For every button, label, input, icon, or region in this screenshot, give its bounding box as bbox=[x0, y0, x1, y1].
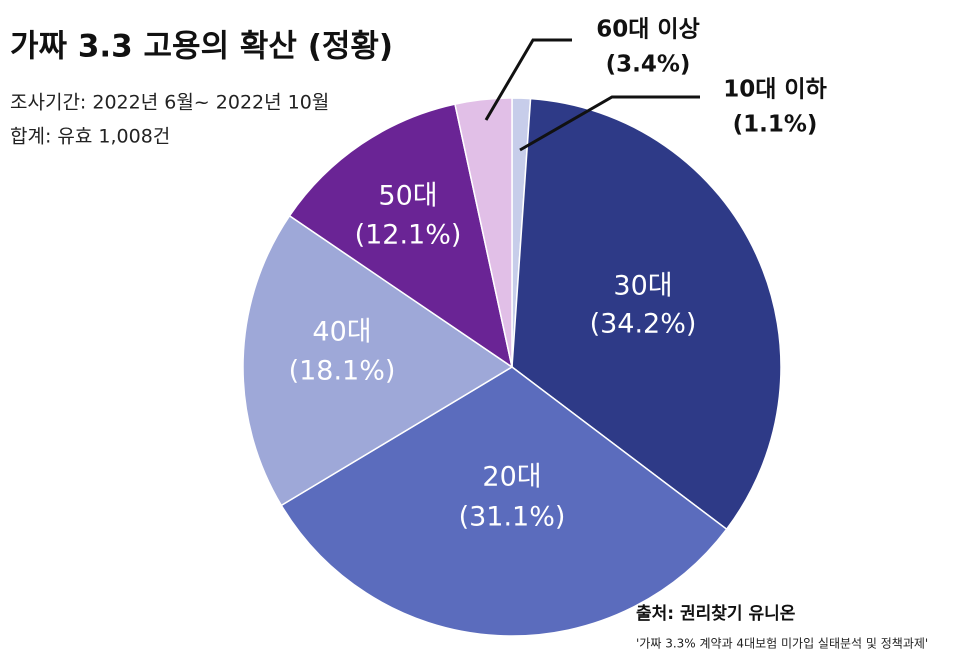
slice-label: 30대 bbox=[613, 271, 672, 302]
slice-label: 10대 이하 bbox=[723, 77, 827, 103]
value-label: (34.2%) bbox=[590, 309, 697, 340]
slice-label: 60대 이상 bbox=[596, 17, 700, 43]
value-label: (31.1%) bbox=[459, 502, 566, 533]
slice-label: 50대 bbox=[378, 181, 437, 212]
chart-subtitle: 조사기간: 2022년 6월~ 2022년 10월 bbox=[10, 92, 329, 114]
pie-slice bbox=[454, 97, 513, 368]
pie-slice bbox=[242, 214, 514, 507]
value-label: (1.1%) bbox=[733, 112, 818, 138]
leader-line bbox=[484, 38, 572, 121]
chart-title: 가짜 3.3 고용의 확산 (정황) bbox=[10, 29, 393, 65]
pie-slice bbox=[511, 97, 782, 531]
pie-slice bbox=[288, 103, 514, 369]
slice-label: 40대 bbox=[312, 317, 371, 348]
pie-slice bbox=[280, 366, 728, 637]
note: '가짜 3.3% 계약과 4대보험 미가입 실태분석 및 정책과제' bbox=[636, 636, 928, 651]
source: 출처: 권리찾기 유니온 bbox=[636, 603, 796, 624]
value-label: (18.1%) bbox=[289, 356, 396, 387]
chart-subtitle: 합계: 유효 1,008건 bbox=[10, 126, 170, 148]
leader-line bbox=[519, 95, 700, 152]
slice-label: 20대 bbox=[482, 462, 541, 493]
value-label: (3.4%) bbox=[606, 52, 691, 78]
value-label: (12.1%) bbox=[355, 220, 462, 251]
